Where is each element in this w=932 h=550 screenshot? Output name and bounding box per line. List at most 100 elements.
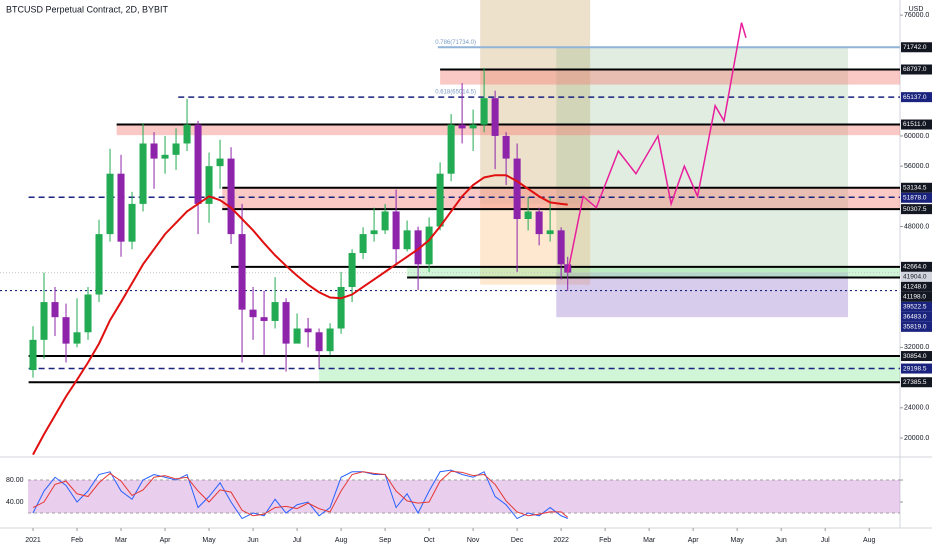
price-tag bbox=[901, 192, 932, 203]
candle-body bbox=[128, 203, 136, 242]
candle-body bbox=[205, 166, 213, 204]
y-tick-label: 40.00 bbox=[6, 499, 24, 506]
price-tag-label: 65137.0 bbox=[903, 94, 927, 101]
candle-body bbox=[260, 317, 268, 321]
candle-body bbox=[183, 124, 191, 144]
price-tag-label: 29198.5 bbox=[903, 365, 927, 372]
price-tag bbox=[901, 351, 932, 362]
candle-body bbox=[535, 211, 543, 235]
candle-body bbox=[117, 173, 125, 242]
x-tick-label: Apr bbox=[688, 537, 700, 544]
candle-body bbox=[491, 98, 499, 136]
price-tag bbox=[901, 271, 932, 282]
price-tag-label: 71742.0 bbox=[903, 44, 927, 51]
candle-body bbox=[513, 158, 521, 220]
price-tag-label: 30854.0 bbox=[903, 353, 927, 360]
zone bbox=[407, 266, 900, 278]
y-tick-label: 48000.0 bbox=[904, 223, 929, 230]
candle-body bbox=[304, 328, 312, 333]
price-tag-label: 41904.0 bbox=[903, 274, 927, 281]
price-tag bbox=[901, 291, 932, 302]
x-tick-label: May bbox=[202, 537, 216, 544]
x-tick-label: Apr bbox=[160, 537, 172, 544]
candle-body bbox=[337, 286, 345, 329]
moving-average bbox=[32, 174, 568, 456]
x-tick-label: Jun bbox=[776, 537, 787, 544]
x-tick-label: Jul bbox=[821, 537, 830, 544]
candle-body bbox=[447, 124, 455, 174]
price-tag-label: 35819.0 bbox=[903, 324, 927, 331]
x-tick-label: 2021 bbox=[25, 537, 41, 544]
price-tag-label: 27385.5 bbox=[903, 379, 927, 386]
zone bbox=[440, 69, 900, 85]
price-tag bbox=[901, 311, 932, 322]
position-region bbox=[480, 203, 591, 285]
price-tag-label: 41248.0 bbox=[903, 284, 927, 291]
candle-body bbox=[271, 302, 279, 321]
candle-body bbox=[51, 302, 59, 318]
candle-body bbox=[546, 230, 554, 235]
candle-body bbox=[84, 294, 92, 333]
x-tick-label: Sep bbox=[379, 537, 392, 544]
candle-body bbox=[564, 264, 572, 273]
candle-body bbox=[480, 98, 488, 125]
candle-body bbox=[40, 302, 48, 340]
candle-body bbox=[315, 332, 323, 352]
y-tick-label: 24000.0 bbox=[904, 405, 929, 412]
axis-unit: USD bbox=[909, 6, 924, 13]
x-tick-label: Mar bbox=[115, 537, 128, 544]
candle-body bbox=[161, 154, 169, 159]
price-tag-label: 53134.5 bbox=[903, 184, 927, 191]
candle-body bbox=[73, 332, 81, 344]
fib-label: 0.618(65014.5) bbox=[435, 90, 476, 96]
candle-body bbox=[249, 309, 257, 318]
y-tick-label: 20000.0 bbox=[904, 435, 929, 442]
x-tick-label: Aug bbox=[863, 537, 876, 544]
price-tag bbox=[901, 42, 932, 53]
candle-body bbox=[293, 328, 301, 344]
candle-body bbox=[172, 143, 180, 155]
candle-body bbox=[348, 252, 356, 287]
candle-body bbox=[403, 230, 411, 250]
oscillator-band bbox=[28, 480, 900, 514]
fib-label: 0.786(71734.0) bbox=[435, 40, 476, 46]
price-tag-label: 61511.0 bbox=[903, 121, 926, 128]
y-tick-label: 60000.0 bbox=[904, 133, 929, 140]
candle-body bbox=[502, 135, 510, 159]
y-tick-label: 80.00 bbox=[6, 477, 24, 484]
candle-body bbox=[29, 339, 37, 371]
chart-title: BTCUSD Perpetual Contract, 2D, BYBIT bbox=[6, 4, 169, 14]
price-tag-label: 50307.5 bbox=[903, 206, 927, 213]
candle-body bbox=[414, 230, 422, 265]
x-tick-label: Aug bbox=[335, 537, 348, 544]
candle-body bbox=[469, 124, 477, 129]
price-tag-label: 68797.0 bbox=[903, 66, 927, 73]
x-tick-label: Feb bbox=[599, 537, 611, 544]
candle-body bbox=[139, 143, 147, 204]
price-tag bbox=[901, 377, 932, 388]
price-tag bbox=[901, 119, 932, 130]
x-tick-label: Nov bbox=[467, 537, 480, 544]
candle-body bbox=[216, 158, 224, 167]
price-tag-label: 36483.0 bbox=[903, 314, 927, 321]
candle-body bbox=[95, 234, 103, 295]
candle-body bbox=[194, 124, 202, 204]
x-tick-label: May bbox=[731, 537, 745, 544]
candle-body bbox=[227, 158, 235, 235]
candle-body bbox=[436, 173, 444, 227]
price-tag-label: 41198.0 bbox=[903, 294, 926, 301]
position-region bbox=[556, 47, 849, 273]
price-tag-label: 39522.5 bbox=[903, 304, 927, 311]
candle-body bbox=[282, 302, 290, 344]
candle-body bbox=[370, 230, 378, 235]
candle-body bbox=[62, 317, 70, 344]
candle-body bbox=[106, 173, 114, 235]
x-tick-label: Feb bbox=[71, 537, 83, 544]
candle-body bbox=[392, 211, 400, 250]
price-tag bbox=[901, 182, 932, 193]
candle-body bbox=[326, 328, 334, 352]
y-tick-label: 32000.0 bbox=[904, 344, 929, 351]
candle-body bbox=[150, 143, 158, 159]
